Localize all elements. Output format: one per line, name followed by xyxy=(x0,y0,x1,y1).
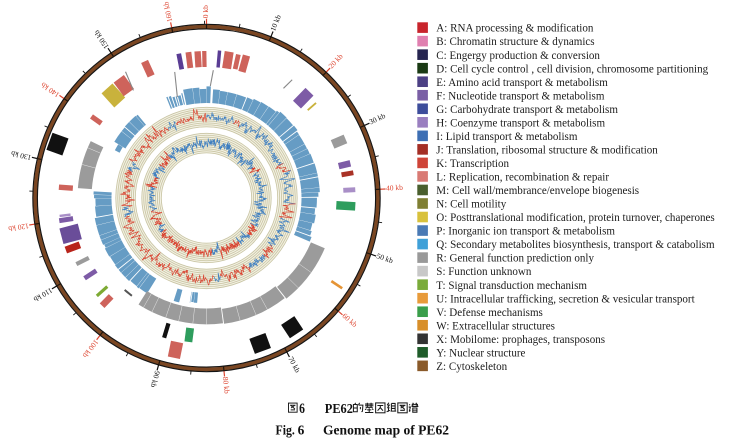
svg-text:80 kb: 80 kb xyxy=(221,376,232,394)
svg-text:C: Engergy production & conver: C: Engergy production & conversion xyxy=(436,50,600,62)
svg-text:G: Carbohydrate transport & me: G: Carbohydrate transport & metabolism xyxy=(436,104,618,116)
svg-text:X: Mobilome: prophages, transp: X: Mobilome: prophages, transposons xyxy=(436,334,605,346)
svg-text:S: Function unknown: S: Function unknown xyxy=(436,266,532,278)
svg-text:V: Defense mechanisms: V: Defense mechanisms xyxy=(436,307,543,319)
svg-text:H: Coenzyme transport & metabo: H: Coenzyme transport & metabolism xyxy=(436,117,605,129)
svg-text:6: 6 xyxy=(299,401,305,417)
svg-text:R: General function prediction: R: General function prediction only xyxy=(436,253,594,265)
svg-text:D: Cell cycle control , cell d: D: Cell cycle control , cell division, c… xyxy=(436,63,708,75)
svg-text:J: Translation, ribosomal stru: J: Translation, ribosomal structure & mo… xyxy=(436,144,658,156)
svg-text:Z: Cytoskeleton: Z: Cytoskeleton xyxy=(436,361,507,373)
svg-text:B: Chromatin structure & dynam: B: Chromatin structure & dynamics xyxy=(436,36,594,48)
svg-text:M: Cell wall/membrance/envelop: M: Cell wall/membrance/envelope biogenes… xyxy=(436,185,639,197)
svg-text:U: Intracellular trafficking,: U: Intracellular trafficking, secretion … xyxy=(436,293,694,305)
svg-text:Q: Secondary metabolites biosy: Q: Secondary metabolites biosynthesis, t… xyxy=(436,239,715,251)
svg-text:N: Cell motility: N: Cell motility xyxy=(436,199,506,211)
svg-text:40 kb: 40 kb xyxy=(386,183,404,193)
svg-text:I: Lipid transport & metabolis: I: Lipid transport & metabolism xyxy=(436,131,578,143)
svg-text:A: RNA processing & modificati: A: RNA processing & modification xyxy=(436,23,594,35)
svg-text:E: Amino acid transport & meta: E: Amino acid transport & metabolism xyxy=(436,77,608,89)
svg-text:P: Inorganic ion transport & m: P: Inorganic ion transport & metabolism xyxy=(436,226,615,238)
svg-text:Fig.: Fig. xyxy=(276,422,295,437)
svg-text:F: Nucleotide transport & meta: F: Nucleotide transport & metabolism xyxy=(436,90,605,102)
svg-text:0 kb: 0 kb xyxy=(201,5,210,18)
svg-text:PE62: PE62 xyxy=(325,402,353,417)
svg-text:6: 6 xyxy=(298,422,305,437)
svg-text:L: Replication, recombination: L: Replication, recombination & repair xyxy=(436,172,609,184)
svg-text:K: Transcription: K: Transcription xyxy=(436,158,509,170)
svg-text:W: Extracellular structures: W: Extracellular structures xyxy=(436,320,555,332)
svg-text:T: Signal transduction mechani: T: Signal transduction mechanism xyxy=(436,280,587,292)
svg-text:Genome map of PE62: Genome map of PE62 xyxy=(323,423,449,438)
svg-text:Y: Nuclear structure: Y: Nuclear structure xyxy=(436,347,525,359)
svg-text:O: Posttranslational modificat: O: Posttranslational modification, prote… xyxy=(436,212,714,224)
